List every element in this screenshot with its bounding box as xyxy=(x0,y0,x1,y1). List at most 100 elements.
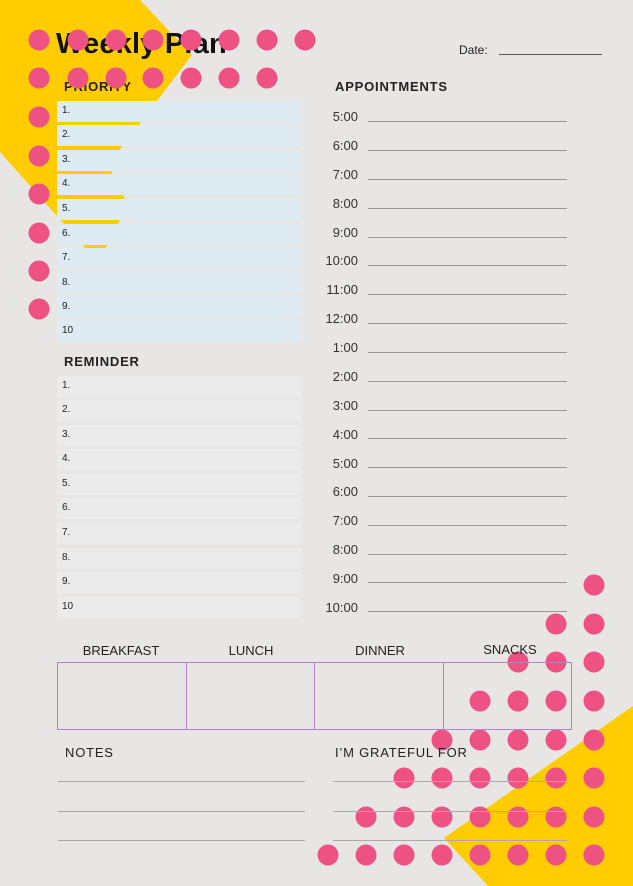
reminder-row[interactable]: 10 xyxy=(57,597,301,618)
row-number: 7. xyxy=(62,252,71,263)
reminder-row[interactable]: 7. xyxy=(57,523,301,544)
time-slot-line[interactable] xyxy=(368,208,567,209)
time-slot-line[interactable] xyxy=(368,496,567,497)
time-slot-line[interactable] xyxy=(368,121,567,122)
time-slot-label: 11:00 xyxy=(326,282,358,297)
time-slot-line[interactable] xyxy=(368,150,567,151)
time-slot-label: 8:00 xyxy=(332,542,358,557)
priority-heading: PRIORITY xyxy=(64,79,132,94)
priority-row[interactable]: 6. xyxy=(57,224,301,245)
meal-heading-lunch: LUNCH xyxy=(228,643,274,658)
row-number: 9. xyxy=(62,301,71,312)
time-slot-label: 2:00 xyxy=(332,369,358,384)
meal-cell-breakfast[interactable] xyxy=(58,663,187,729)
priority-row[interactable]: 9. xyxy=(57,297,301,318)
row-number: 2. xyxy=(62,404,71,415)
meal-heading-snacks: SNACKS xyxy=(483,642,537,657)
reminder-row[interactable]: 5. xyxy=(57,474,301,495)
reminder-row[interactable]: 8. xyxy=(57,548,301,569)
row-number: 10 xyxy=(62,601,74,612)
grateful-line[interactable] xyxy=(333,811,567,812)
time-slot-label: 1:00 xyxy=(332,340,358,355)
grateful-heading: I’M GRATEFUL FOR xyxy=(335,745,468,760)
row-number: 8. xyxy=(62,277,71,288)
priority-row[interactable]: 7. xyxy=(57,248,301,269)
time-slot-label: 6:00 xyxy=(332,484,358,499)
time-slot-line[interactable] xyxy=(368,265,567,266)
time-slot-label: 7:00 xyxy=(332,513,358,528)
notes-line[interactable] xyxy=(58,781,305,782)
time-slot-label: 12:00 xyxy=(325,311,358,326)
grateful-line[interactable] xyxy=(333,781,567,782)
reminder-row[interactable]: 1. xyxy=(57,376,301,397)
row-number: 6. xyxy=(62,502,71,513)
time-slot-line[interactable] xyxy=(368,611,567,612)
row-number: 3. xyxy=(62,429,71,440)
row-number: 1. xyxy=(62,380,71,391)
row-number: 10 xyxy=(62,325,74,336)
time-slot-label: 8:00 xyxy=(332,196,358,211)
time-slot-line[interactable] xyxy=(368,554,567,555)
time-slot-line[interactable] xyxy=(368,381,567,382)
row-number: 4. xyxy=(62,453,71,464)
priority-row[interactable]: 1. xyxy=(57,101,301,122)
reminder-heading: REMINDER xyxy=(64,354,140,369)
time-slot-line[interactable] xyxy=(368,410,567,411)
row-number: 5. xyxy=(62,478,71,489)
row-number: 2. xyxy=(62,129,71,140)
grateful-line[interactable] xyxy=(333,840,567,841)
reminder-row[interactable]: 2. xyxy=(57,400,301,421)
time-slot-line[interactable] xyxy=(368,237,567,238)
meal-cell-dinner[interactable] xyxy=(315,663,444,729)
notes-line[interactable] xyxy=(58,811,305,812)
time-slot-label: 9:00 xyxy=(332,571,358,586)
time-slot-label: 10:00 xyxy=(325,600,358,615)
time-slot-label: 6:00 xyxy=(332,138,358,153)
meal-table xyxy=(57,662,572,730)
date-field-line[interactable] xyxy=(499,54,602,55)
notes-heading: NOTES xyxy=(65,745,114,760)
row-number: 5. xyxy=(62,203,71,214)
row-number: 8. xyxy=(62,552,71,563)
time-slot-label: 9:00 xyxy=(332,225,358,240)
time-slot-line[interactable] xyxy=(368,352,567,353)
page-title: Weekly Plan xyxy=(56,28,227,60)
priority-row[interactable]: 4. xyxy=(57,174,301,195)
reminder-row[interactable]: 9. xyxy=(57,572,301,593)
appointments-heading: APPOINTMENTS xyxy=(335,79,448,94)
time-slot-label: 5:00 xyxy=(332,456,358,471)
row-number: 4. xyxy=(62,178,71,189)
time-slot-line[interactable] xyxy=(368,179,567,180)
row-number: 3. xyxy=(62,154,71,165)
meal-heading-dinner: DINNER xyxy=(355,643,405,658)
reminder-row[interactable]: 3. xyxy=(57,425,301,446)
time-slot-line[interactable] xyxy=(368,438,567,439)
time-slot-line[interactable] xyxy=(368,525,567,526)
priority-row[interactable]: 2. xyxy=(57,125,301,146)
priority-row[interactable]: 5. xyxy=(57,199,301,220)
row-number: 7. xyxy=(62,527,71,538)
priority-row[interactable]: 10 xyxy=(57,321,301,342)
priority-row[interactable]: 8. xyxy=(57,273,301,294)
row-number: 9. xyxy=(62,576,71,587)
notes-line[interactable] xyxy=(58,840,305,841)
meal-cell-lunch[interactable] xyxy=(187,663,315,729)
time-slot-label: 4:00 xyxy=(332,427,358,442)
reminder-row[interactable]: 6. xyxy=(57,498,301,519)
time-slot-line[interactable] xyxy=(368,323,567,324)
time-slot-line[interactable] xyxy=(368,467,567,468)
row-number: 6. xyxy=(62,228,71,239)
time-slot-label: 5:00 xyxy=(332,109,358,124)
meal-cell-snacks[interactable] xyxy=(444,663,572,729)
time-slot-label: 10:00 xyxy=(325,253,358,268)
time-slot-label: 3:00 xyxy=(332,398,358,413)
priority-row[interactable]: 3. xyxy=(57,150,301,171)
meal-heading-breakfast: BREAKFAST xyxy=(82,643,160,658)
reminder-row[interactable]: 4. xyxy=(57,449,301,470)
row-number: 1. xyxy=(62,105,71,116)
time-slot-line[interactable] xyxy=(368,294,567,295)
time-slot-label: 7:00 xyxy=(332,167,358,182)
time-slot-line[interactable] xyxy=(368,582,567,583)
